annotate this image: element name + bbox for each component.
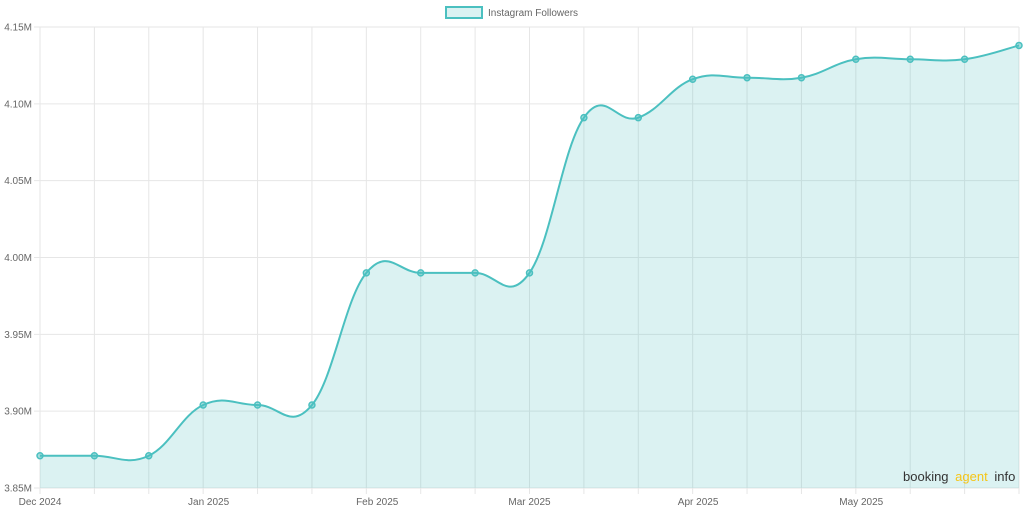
y-tick-label: 4.10M bbox=[4, 99, 32, 110]
y-tick-label: 4.05M bbox=[4, 176, 32, 187]
x-axis: Dec 2024 Jan 2025 Feb 2025 Mar 2025 Apr 2025… bbox=[19, 497, 884, 508]
legend-label[interactable]: Instagram Followers bbox=[488, 8, 578, 19]
y-axis: 3.85M 3.90M 3.95M 4.00M 4.05M 4.10M 4.15M bbox=[4, 23, 32, 495]
x-tick-label: Feb 2025 bbox=[356, 497, 399, 508]
legend-swatch[interactable] bbox=[445, 6, 483, 19]
data-point[interactable] bbox=[1015, 41, 1023, 50]
x-tick-label: Apr 2025 bbox=[678, 497, 719, 508]
watermark-part-agent: agent bbox=[955, 469, 988, 484]
data-point[interactable] bbox=[308, 401, 316, 409]
data-point[interactable] bbox=[960, 55, 969, 64]
data-point[interactable] bbox=[416, 269, 425, 277]
y-tick-label: 3.90M bbox=[4, 407, 32, 418]
y-tick-label: 4.15M bbox=[4, 23, 32, 34]
data-point[interactable] bbox=[145, 451, 153, 460]
data-point[interactable] bbox=[362, 269, 371, 277]
data-point[interactable] bbox=[634, 113, 643, 122]
data-point[interactable] bbox=[688, 75, 697, 83]
x-tick-label: Jan 2025 bbox=[188, 497, 230, 508]
watermark-part-booking: booking bbox=[903, 469, 949, 484]
grid bbox=[34, 26, 1020, 494]
x-tick-label: Dec 2024 bbox=[19, 497, 62, 508]
data-point[interactable] bbox=[199, 401, 207, 409]
data-point[interactable] bbox=[471, 269, 479, 277]
y-tick-label: 3.95M bbox=[4, 330, 32, 341]
area-fill-layer bbox=[40, 45, 1019, 488]
data-point[interactable] bbox=[906, 55, 914, 64]
data-point[interactable] bbox=[36, 451, 44, 460]
data-point[interactable] bbox=[525, 269, 534, 277]
data-point[interactable] bbox=[797, 73, 806, 82]
data-point[interactable] bbox=[852, 55, 860, 64]
y-tick-label: 4.00M bbox=[4, 253, 32, 264]
data-point[interactable] bbox=[580, 113, 588, 122]
x-tick-label: May 2025 bbox=[839, 497, 883, 508]
watermark-part-info: info bbox=[994, 469, 1015, 484]
data-point[interactable] bbox=[90, 451, 99, 460]
legend[interactable]: Instagram Followers bbox=[445, 6, 578, 19]
data-point[interactable] bbox=[743, 73, 751, 82]
points-layer bbox=[36, 41, 1023, 460]
x-tick-label: Mar 2025 bbox=[508, 497, 551, 508]
series-area bbox=[40, 45, 1019, 488]
data-point[interactable] bbox=[253, 401, 262, 409]
svg-text:booking agent: booking agent info bbox=[903, 469, 1015, 484]
watermark: booking agent info bbox=[903, 469, 1015, 484]
y-tick-label: 3.85M bbox=[4, 484, 32, 495]
